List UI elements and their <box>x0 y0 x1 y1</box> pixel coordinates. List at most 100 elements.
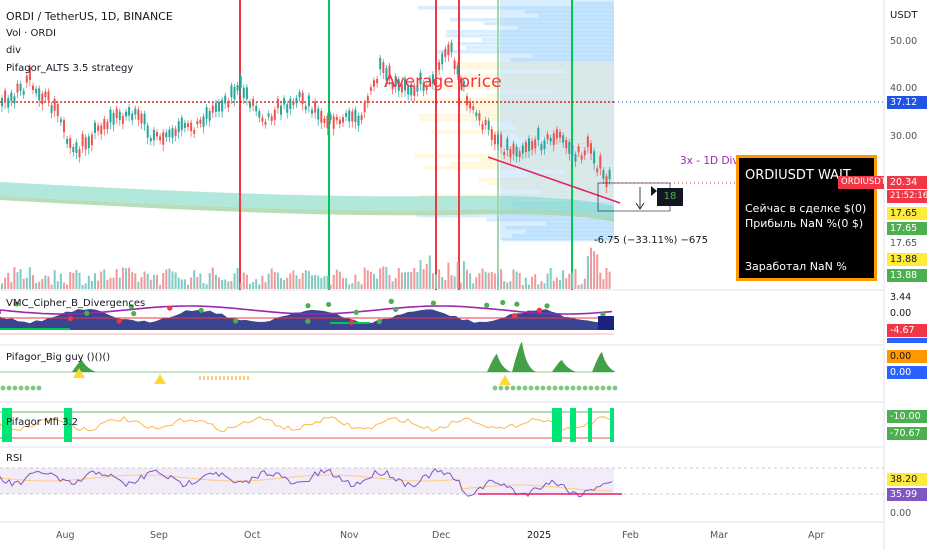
volume-bar <box>252 282 255 289</box>
volume-bar <box>255 279 258 289</box>
candle-body <box>425 86 428 91</box>
candle-body <box>348 110 351 122</box>
candle-body <box>590 143 592 154</box>
volume-bar <box>472 283 475 289</box>
volume-bar <box>546 273 549 289</box>
candle-body <box>555 129 558 139</box>
candle-body <box>180 117 183 130</box>
candle-body <box>140 113 143 124</box>
volume-profile-bar <box>419 118 614 122</box>
candle-body <box>227 100 230 108</box>
big-guy-dot <box>588 385 594 391</box>
volume-bar <box>10 282 13 289</box>
candle-body <box>599 155 602 169</box>
volume-bar <box>236 268 239 289</box>
pane-title-rsi[interactable]: RSI <box>6 453 23 464</box>
volume-bar <box>590 247 592 289</box>
volume-profile-bar <box>527 174 614 178</box>
candle-body <box>490 129 493 140</box>
candle-body <box>506 138 509 150</box>
candle-body <box>128 107 131 116</box>
candle-body <box>125 111 127 117</box>
candle-body <box>267 113 270 117</box>
volume-bar <box>239 283 242 289</box>
candle-body <box>156 132 158 137</box>
currency-label[interactable]: USDT <box>890 10 918 21</box>
volume-bar <box>7 272 10 289</box>
candle-body <box>382 62 385 73</box>
yellow-triangle <box>499 375 511 385</box>
level-price-tag: 37.12 <box>887 96 927 109</box>
candle-body <box>518 151 521 158</box>
big-guy-value-tag: 0.00 <box>887 366 927 379</box>
candle-body <box>416 85 419 92</box>
signal-dot <box>484 302 490 308</box>
candle-body <box>258 111 261 118</box>
wave-line <box>0 305 613 315</box>
signal-dot <box>511 313 517 319</box>
candle-body <box>534 139 537 149</box>
volume-bar <box>90 281 93 289</box>
candle-body <box>193 130 196 134</box>
volume-bar <box>366 270 369 289</box>
volume-profile-bar <box>486 218 614 222</box>
indicator-volume-label[interactable]: Vol · ORDI <box>6 28 56 39</box>
symbol-title[interactable]: ORDI / TetherUS, 1D, BINANCE <box>6 10 173 23</box>
candle-body <box>528 138 530 152</box>
candle-body <box>335 116 338 121</box>
candle-body <box>329 114 332 120</box>
volume-bar <box>152 274 155 289</box>
ema-band <box>0 182 614 218</box>
average-price-label: Average price <box>384 72 502 92</box>
signal-dot <box>233 318 239 324</box>
candle-body <box>286 104 289 113</box>
signal-dot <box>131 310 137 317</box>
volume-bar <box>379 268 382 289</box>
candle-body <box>109 109 112 123</box>
mfi-value-tag: -10.00 <box>887 410 927 423</box>
candle-body <box>537 128 540 140</box>
time-axis-label: Aug <box>56 530 75 541</box>
volume-bar <box>404 272 406 289</box>
candle-body <box>245 87 248 100</box>
candle-body <box>444 48 447 57</box>
candle-body <box>559 131 561 138</box>
time-axis-label: Nov <box>340 530 359 541</box>
volume-profile-bar <box>475 110 614 114</box>
pane-title-mfi[interactable]: Pifagor Mfi 3.2 <box>6 417 79 428</box>
volume-bar <box>258 284 261 289</box>
mfi-bar <box>64 408 72 442</box>
candle-body <box>394 76 397 87</box>
big-guy-dot <box>600 385 606 391</box>
signal-dot <box>167 305 173 311</box>
yellow-triangle <box>73 368 85 378</box>
candle-body <box>230 85 233 98</box>
candle-body <box>404 78 406 91</box>
candle-body <box>22 90 25 95</box>
pane-title-big-guy[interactable]: Pifagor_Big guy ()()() <box>6 352 111 363</box>
candle-body <box>236 85 239 91</box>
big-guy-dot <box>522 385 528 391</box>
volume-bar <box>382 266 385 289</box>
volume-bar <box>608 271 611 289</box>
volume-profile-bar <box>553 90 614 94</box>
candle-body <box>593 151 596 164</box>
counter-badge: 18 <box>657 188 683 206</box>
time-axis-label: Dec <box>432 530 451 541</box>
mfi-bar <box>570 408 576 442</box>
indicator-strategy-label[interactable]: Pifagor_ALTS 3.5 strategy <box>6 63 134 74</box>
volume-bar <box>506 282 509 289</box>
div-value-tag: -4.67 <box>887 324 927 337</box>
volume-bar <box>183 279 186 289</box>
time-axis-label: Oct <box>244 530 261 541</box>
indicator-div-label[interactable]: div <box>6 45 22 56</box>
pane-title-divergences[interactable]: VMC_Cipher_B_Divergences <box>6 298 146 309</box>
volume-bar <box>413 268 416 289</box>
volume-bar <box>419 260 422 289</box>
counter-pointer <box>651 186 657 196</box>
candle-body <box>255 105 258 112</box>
volume-bar <box>512 269 515 289</box>
volume-bar <box>63 282 65 289</box>
